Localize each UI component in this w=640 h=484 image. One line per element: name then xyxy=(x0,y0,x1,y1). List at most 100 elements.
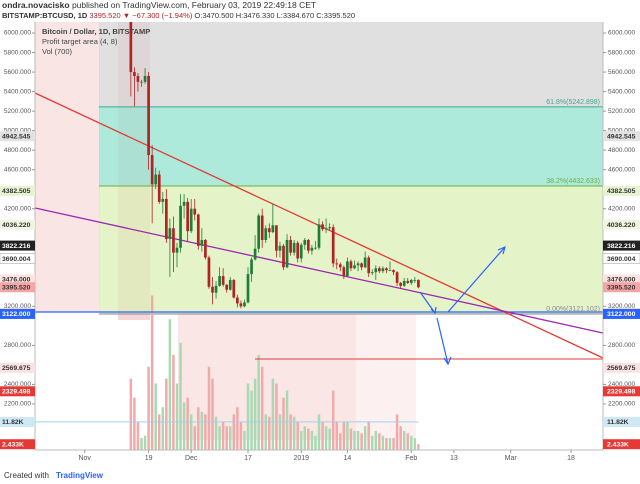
candle-body xyxy=(239,303,243,307)
price-label: 3395.520 xyxy=(2,285,31,292)
candle-body xyxy=(353,265,356,269)
candle-body xyxy=(307,239,310,251)
candle-body xyxy=(264,228,268,240)
volume-bar xyxy=(147,366,150,450)
candle-body xyxy=(338,264,342,268)
volume-bar xyxy=(229,426,232,450)
candle-body xyxy=(211,286,214,293)
legend-entry: Vol (700) xyxy=(42,47,73,56)
y-tick-label: 5200.000 xyxy=(4,108,31,115)
price-label-box xyxy=(603,362,640,373)
price-label: 4382.505 xyxy=(2,188,31,195)
y-tick-label: 6000.000 xyxy=(4,30,31,37)
volume-bar xyxy=(346,421,349,450)
y-tick-label: 5800.000 xyxy=(608,49,635,56)
y-tick-label: 4600.000 xyxy=(4,166,31,173)
candle-body xyxy=(225,284,229,290)
volume-bar xyxy=(339,433,342,450)
price-label-box xyxy=(0,386,35,397)
volume-bar xyxy=(154,383,157,450)
price-label-box xyxy=(0,282,35,293)
footer: Created with xyxy=(4,471,49,480)
y-tick-label: 2400.000 xyxy=(4,381,31,388)
fib-zone xyxy=(98,186,603,315)
candle-body xyxy=(324,228,328,230)
volume-bar xyxy=(402,430,406,450)
candle-layer xyxy=(129,22,420,309)
volume-bar xyxy=(165,378,168,450)
candle-body xyxy=(413,279,417,281)
x-tick-label: Feb xyxy=(405,455,417,462)
price-label-box xyxy=(603,131,640,142)
candle-body xyxy=(378,268,381,272)
volume-bar xyxy=(289,414,292,450)
candle-body xyxy=(321,224,324,230)
arrow xyxy=(419,291,436,314)
volume-bar xyxy=(349,428,353,450)
candle-body xyxy=(292,242,296,253)
candle-body xyxy=(189,208,193,232)
y-tick-label: 5200.000 xyxy=(608,108,635,115)
price-label-box xyxy=(603,282,640,293)
candle-body xyxy=(275,225,278,251)
x-tick-label: Dec xyxy=(185,455,198,462)
price-label-box xyxy=(0,253,36,264)
candle-body xyxy=(267,228,271,233)
price-label-box xyxy=(0,131,35,142)
volume-bar xyxy=(207,366,211,450)
volume-bar xyxy=(363,426,367,450)
y-tick-label: 5800.000 xyxy=(4,49,31,56)
candle-body xyxy=(360,263,363,268)
volume-bar xyxy=(335,421,338,450)
volume-bar xyxy=(136,421,140,450)
volume-bar xyxy=(257,354,260,450)
volume-bar xyxy=(204,414,207,450)
arrow xyxy=(447,246,506,313)
candle-body xyxy=(346,261,349,277)
volume-bar xyxy=(417,444,420,450)
fib-layer xyxy=(98,22,603,315)
volume-bar xyxy=(314,435,317,450)
symbol-line: BITSTAMP:BTCUSD, 1D 3395.520 ▼ −67.300 (… xyxy=(2,11,355,20)
price-label-box xyxy=(0,308,35,319)
y-tick-label: 4800.000 xyxy=(608,147,635,154)
fib-label: 0.00%(3121.102) xyxy=(546,306,600,313)
volume-bar xyxy=(246,383,250,450)
candle-body xyxy=(200,239,204,246)
high: H:3476.330 xyxy=(236,11,275,20)
candle-body xyxy=(381,268,385,272)
price-label: 3690.004 xyxy=(2,256,31,263)
price-label-box xyxy=(603,240,640,251)
candle-body xyxy=(296,242,300,259)
open: O:3470.500 xyxy=(194,11,233,20)
volume-bar xyxy=(200,411,204,450)
price-label: 2569.675 xyxy=(2,365,31,372)
volume-bar xyxy=(239,421,243,450)
candle-body xyxy=(260,215,264,240)
price-label: 2569.675 xyxy=(607,365,636,372)
x-tick-label: 13 xyxy=(450,455,458,462)
volume-bar xyxy=(186,397,189,450)
candle-body xyxy=(129,22,133,73)
candle-body xyxy=(282,245,285,268)
candle-body xyxy=(207,257,211,287)
price-label: 3476.000 xyxy=(2,277,31,284)
footer-brand: TradingView xyxy=(56,471,104,480)
volume-bar xyxy=(324,426,328,450)
x-tick-label: Mar xyxy=(505,455,518,462)
candle-body xyxy=(257,215,260,249)
last-price: 3395.520 xyxy=(89,11,120,20)
fib-zone xyxy=(98,106,603,187)
candle-body xyxy=(349,261,353,269)
y-tick-label: 4200.000 xyxy=(608,205,635,212)
candle-body xyxy=(374,268,378,273)
price-label-box xyxy=(603,185,640,196)
candle-body xyxy=(218,276,221,286)
candle-body xyxy=(363,257,367,268)
author: ondra.novacisko xyxy=(2,0,70,10)
volume-bar xyxy=(410,435,413,450)
volume-bar xyxy=(189,414,193,450)
y-tick-label: 2200.000 xyxy=(4,401,31,408)
volume-bar xyxy=(150,295,154,450)
candle-body xyxy=(317,224,321,248)
